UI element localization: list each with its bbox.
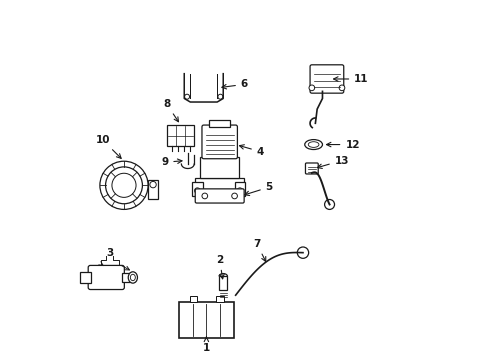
Bar <box>122 273 130 282</box>
Text: 8: 8 <box>163 99 178 122</box>
Text: 7: 7 <box>253 239 265 261</box>
Text: 6: 6 <box>222 79 247 89</box>
Bar <box>209 121 230 127</box>
Ellipse shape <box>307 142 318 147</box>
Bar <box>192 182 202 196</box>
Circle shape <box>202 193 207 199</box>
Text: 9: 9 <box>161 157 182 167</box>
Text: 4: 4 <box>239 145 264 157</box>
Circle shape <box>194 188 200 193</box>
Bar <box>189 296 197 302</box>
Bar <box>179 302 233 338</box>
Circle shape <box>112 173 136 197</box>
Circle shape <box>100 161 148 210</box>
Bar <box>234 182 244 196</box>
Bar <box>195 178 244 191</box>
Circle shape <box>105 167 142 204</box>
Text: 5: 5 <box>244 182 272 195</box>
FancyBboxPatch shape <box>88 265 124 289</box>
Circle shape <box>184 94 189 99</box>
Bar <box>80 272 91 283</box>
Bar <box>148 180 158 199</box>
Text: 10: 10 <box>95 135 121 158</box>
Bar <box>216 296 224 302</box>
Circle shape <box>149 181 156 188</box>
Text: 3: 3 <box>106 248 113 258</box>
Text: 12: 12 <box>326 140 359 149</box>
Ellipse shape <box>128 272 137 283</box>
Text: 13: 13 <box>317 156 348 168</box>
Circle shape <box>237 188 242 193</box>
Text: 1: 1 <box>203 337 209 354</box>
FancyBboxPatch shape <box>202 125 237 159</box>
Circle shape <box>231 193 237 199</box>
Text: 2: 2 <box>216 255 224 279</box>
Circle shape <box>308 85 314 91</box>
FancyBboxPatch shape <box>195 189 244 203</box>
Circle shape <box>297 247 308 258</box>
Circle shape <box>324 199 334 210</box>
Text: 11: 11 <box>333 74 368 84</box>
Bar <box>167 125 194 146</box>
Bar <box>200 157 239 178</box>
Circle shape <box>339 85 344 91</box>
FancyBboxPatch shape <box>305 163 318 174</box>
Ellipse shape <box>130 274 135 281</box>
Bar <box>219 276 227 290</box>
FancyBboxPatch shape <box>309 65 343 93</box>
Ellipse shape <box>304 140 322 149</box>
Circle shape <box>218 94 223 99</box>
